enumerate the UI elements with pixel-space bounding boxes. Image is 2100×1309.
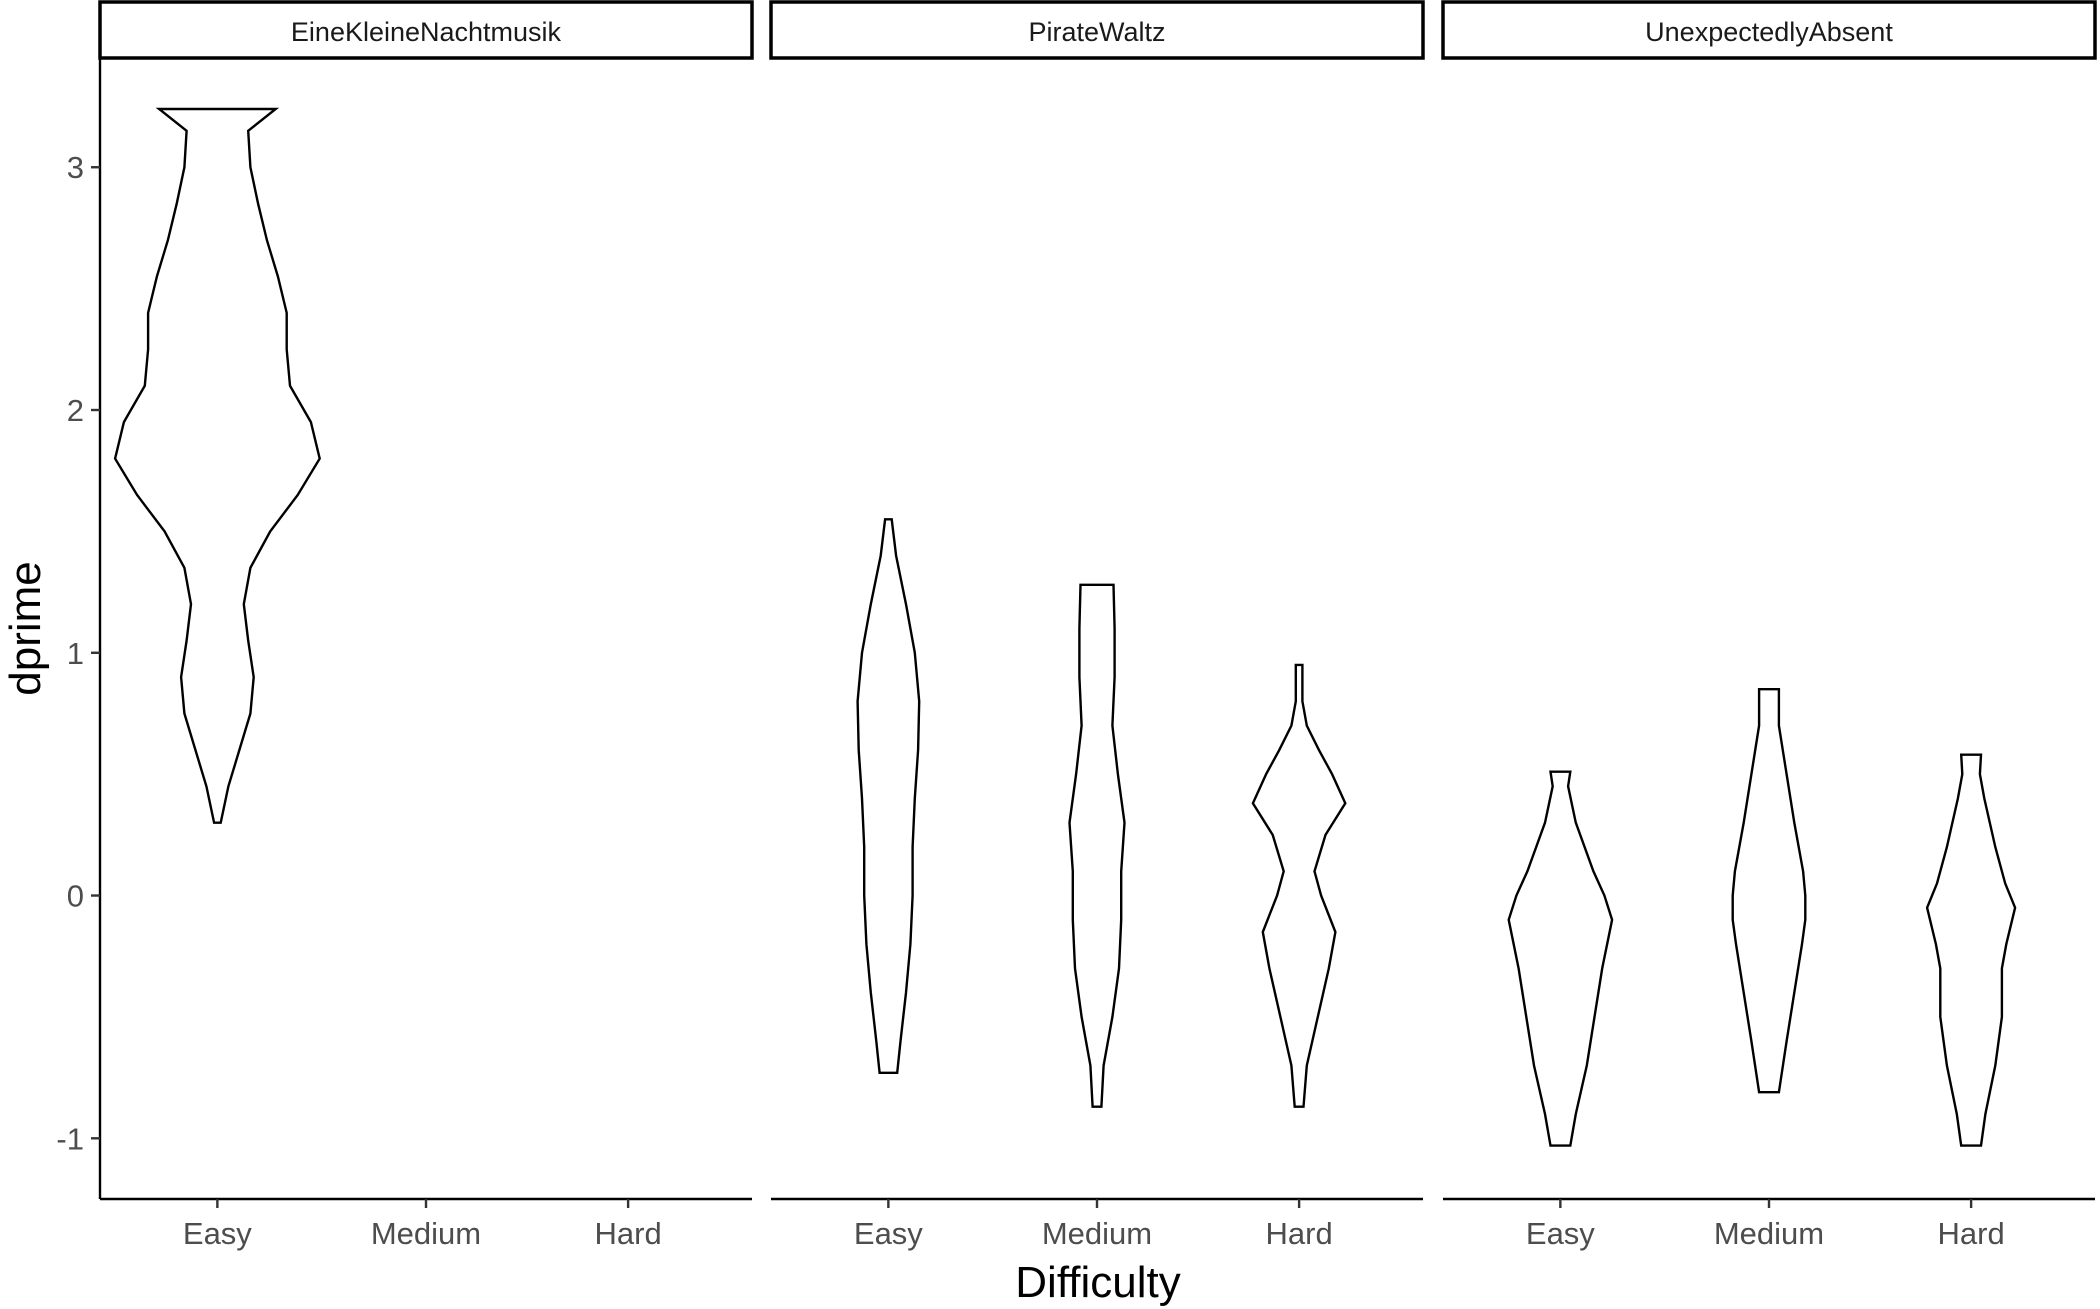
x-tick-label: Medium bbox=[1714, 1216, 1824, 1251]
y-tick-label: 0 bbox=[67, 879, 84, 914]
x-tick-label: Hard bbox=[595, 1216, 662, 1251]
facet-strip bbox=[98, 0, 754, 60]
violin-UnexpectedlyAbsent-Medium bbox=[1731, 688, 1807, 1094]
x-tick-label: Medium bbox=[1042, 1216, 1152, 1251]
violin-EineKleineNachtmusik-Easy bbox=[113, 107, 321, 824]
violin-UnexpectedlyAbsent-Easy bbox=[1507, 770, 1614, 1147]
x-tick-label: Medium bbox=[371, 1216, 481, 1251]
y-tick-label: 1 bbox=[67, 636, 84, 671]
facet-strip-label: EineKleineNachtmusik bbox=[291, 17, 562, 47]
x-tick-label: Easy bbox=[1526, 1216, 1595, 1251]
x-tick-label: Easy bbox=[854, 1216, 923, 1251]
facet-strip-label: UnexpectedlyAbsent bbox=[1645, 17, 1893, 47]
y-axis-title: dprime bbox=[1, 561, 50, 696]
y-tick-label: 2 bbox=[67, 393, 84, 428]
x-axis-title: Difficulty bbox=[1015, 1258, 1180, 1307]
facet-strip bbox=[1441, 0, 2097, 60]
violin-PirateWaltz-Hard bbox=[1251, 663, 1347, 1108]
facet-strip-label: PirateWaltz bbox=[1028, 17, 1165, 47]
violin-UnexpectedlyAbsent-Hard bbox=[1925, 753, 2017, 1147]
x-tick-label: Hard bbox=[1938, 1216, 2005, 1251]
x-tick-label: Hard bbox=[1266, 1216, 1333, 1251]
y-tick-label: 3 bbox=[67, 150, 84, 185]
y-tick-label: -1 bbox=[56, 1121, 84, 1156]
facet-strip bbox=[769, 0, 1425, 60]
x-tick-label: Easy bbox=[183, 1216, 252, 1251]
violin-PirateWaltz-Medium bbox=[1068, 583, 1126, 1108]
violin-PirateWaltz-Easy bbox=[856, 518, 921, 1074]
